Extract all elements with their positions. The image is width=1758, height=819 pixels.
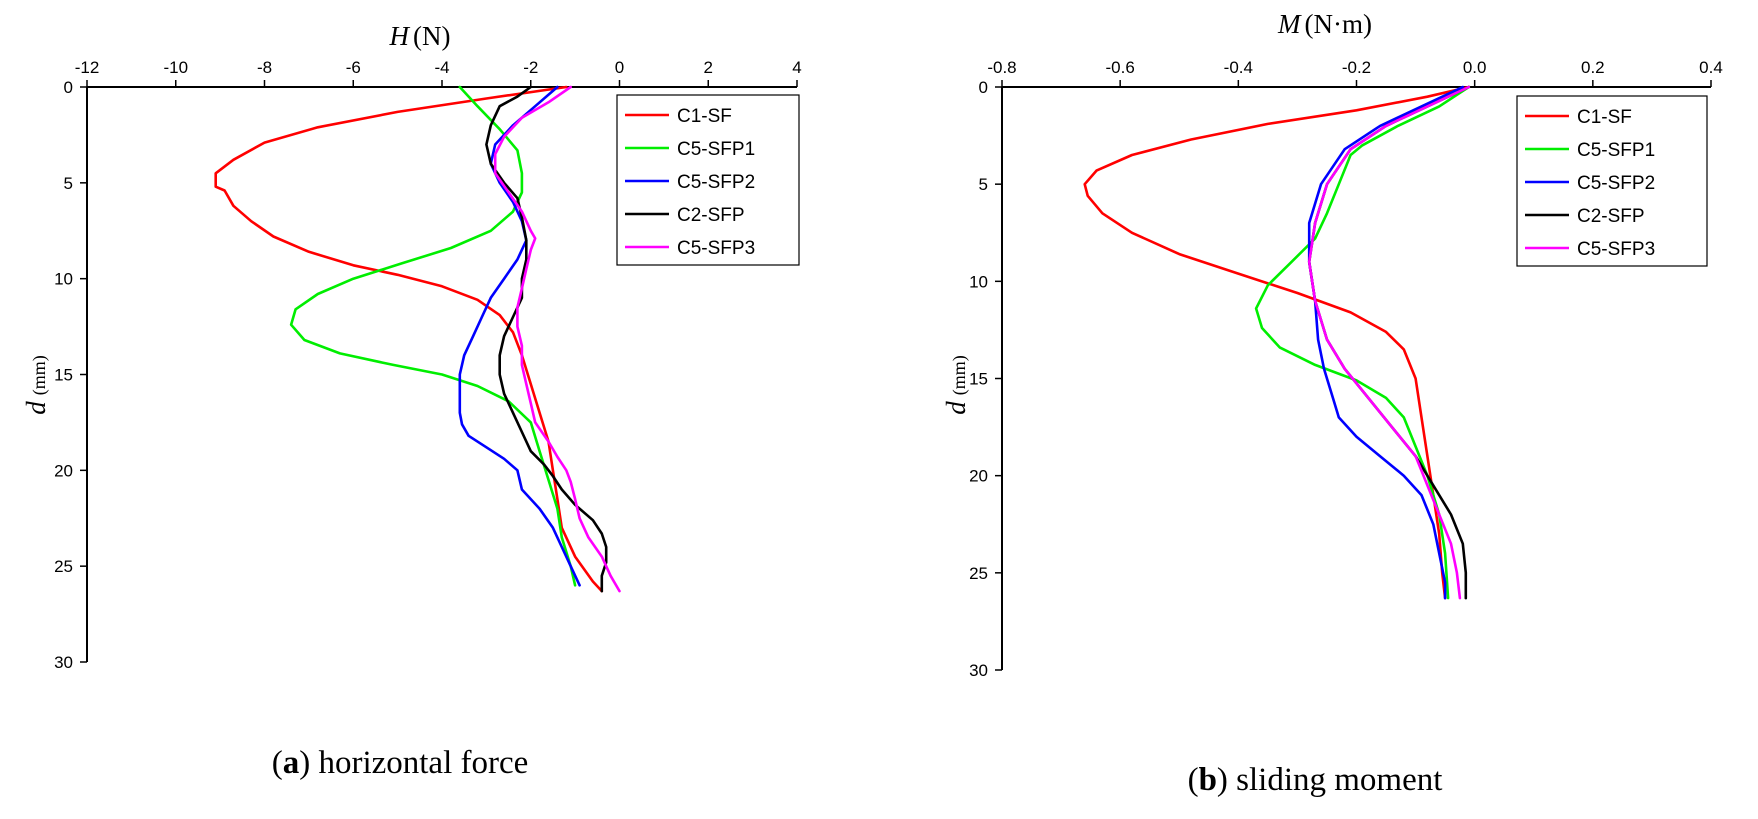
- x-axis-variable: M: [1277, 9, 1302, 39]
- series-line-c2-sfp: [1307, 85, 1471, 600]
- y-tick-label: 10: [969, 272, 988, 291]
- y-tick-label: 5: [979, 175, 988, 194]
- panel-caption: (a) horizontal force: [272, 745, 529, 781]
- caption-text: ) sliding moment: [1217, 762, 1443, 798]
- legend-label-c1-sf: C1-SF: [1577, 107, 1632, 128]
- y-tick-label: 10: [54, 270, 73, 289]
- y-tick-label: 0: [979, 78, 988, 97]
- x-tick-label: -0.6: [1106, 58, 1135, 77]
- y-axis-unit: (mm): [29, 355, 50, 395]
- x-axis-unit: (N·m): [1305, 9, 1372, 39]
- legend-label-c5-sfp3: C5-SFP3: [677, 238, 755, 259]
- x-tick-label: 2: [704, 58, 713, 77]
- caption-open-paren: (: [1188, 762, 1199, 798]
- series-line-c2-sfp: [485, 85, 608, 593]
- legend: C1-SF C5-SFP1 C5-SFP2 C2-SFP C5-SFP3: [616, 94, 800, 266]
- y-axis-variable: d: [941, 401, 971, 415]
- x-axis-variable: H: [389, 21, 411, 51]
- x-tick-label: 0.2: [1581, 58, 1605, 77]
- series-line-c5-sfp1: [1254, 85, 1471, 600]
- y-axis-title: d (mm): [941, 355, 971, 415]
- series-line-c5-sfp3: [1307, 85, 1471, 600]
- series-line-c5-sfp1: [289, 85, 577, 587]
- panel-b-sliding-moment: -0.8 -0.6 -0.4 -0.2 0.0 0.2 0.4 0 5 10 15 20 25 30 M (N…: [941, 9, 1723, 798]
- x-tick-label: -12: [75, 58, 100, 77]
- y-tick-label: 25: [969, 564, 988, 583]
- x-tick-label: 0.4: [1699, 58, 1723, 77]
- y-tick-label: 5: [64, 174, 73, 193]
- caption-letter: a: [283, 745, 300, 781]
- series-line-c5-sfp2: [1307, 85, 1465, 600]
- y-axis-title: d (mm): [21, 355, 51, 415]
- legend-label-c1-sf: C1-SF: [677, 106, 732, 127]
- x-tick-label: -4: [434, 58, 449, 77]
- x-tick-label: -6: [346, 58, 361, 77]
- legend-label-c5-sfp2: C5-SFP2: [1577, 173, 1655, 194]
- y-tick-label: 15: [54, 366, 73, 385]
- x-tick-label: 4: [792, 58, 801, 77]
- y-tick-label: 20: [54, 461, 73, 480]
- caption-open-paren: (: [272, 745, 283, 781]
- caption-letter: b: [1199, 762, 1217, 798]
- y-tick-label: 0: [64, 78, 73, 97]
- x-axis-unit: (N): [413, 21, 450, 51]
- x-tick-label: -0.2: [1342, 58, 1371, 77]
- x-tick-label: -0.4: [1224, 58, 1253, 77]
- legend-label-c2-sfp: C2-SFP: [677, 205, 745, 226]
- caption-text: ) horizontal force: [299, 745, 528, 781]
- x-tick-label: -10: [163, 58, 188, 77]
- x-tick-label: 0: [615, 58, 624, 77]
- legend: C1-SF C5-SFP1 C5-SFP2 C2-SFP C5-SFP3: [1516, 95, 1708, 267]
- y-tick-label: 15: [969, 370, 988, 389]
- x-tick-label: 0.0: [1463, 58, 1487, 77]
- legend-label-c5-sfp2: C5-SFP2: [677, 172, 755, 193]
- series-line-c5-sfp3: [493, 85, 621, 593]
- x-tick-label: -8: [257, 58, 272, 77]
- legend-label-c5-sfp1: C5-SFP1: [1577, 140, 1655, 161]
- legend-label-c2-sfp: C2-SFP: [1577, 206, 1645, 227]
- y-axis-unit: (mm): [949, 355, 970, 395]
- legend-label-c5-sfp3: C5-SFP3: [1577, 239, 1655, 260]
- y-tick-label: 20: [969, 467, 988, 486]
- y-tick-label: 25: [54, 557, 73, 576]
- legend-label-c5-sfp1: C5-SFP1: [677, 139, 755, 160]
- panel-caption: (b) sliding moment: [1188, 762, 1443, 798]
- panel-a-horizontal-force: -12 -10 -8 -6 -4 -2 0 2 4 0 5 10 15 20 25 30 H (N) d (mm) C1…: [21, 21, 802, 781]
- y-axis-variable: d: [21, 401, 51, 415]
- x-tick-label: -0.8: [987, 58, 1016, 77]
- x-tick-label: -2: [523, 58, 538, 77]
- series-line-c1-sf: [1083, 85, 1471, 600]
- x-axis-title: M (N·m): [1277, 9, 1372, 39]
- x-axis-title: H (N): [389, 21, 451, 51]
- y-tick-label: 30: [969, 661, 988, 680]
- y-tick-label: 30: [54, 653, 73, 672]
